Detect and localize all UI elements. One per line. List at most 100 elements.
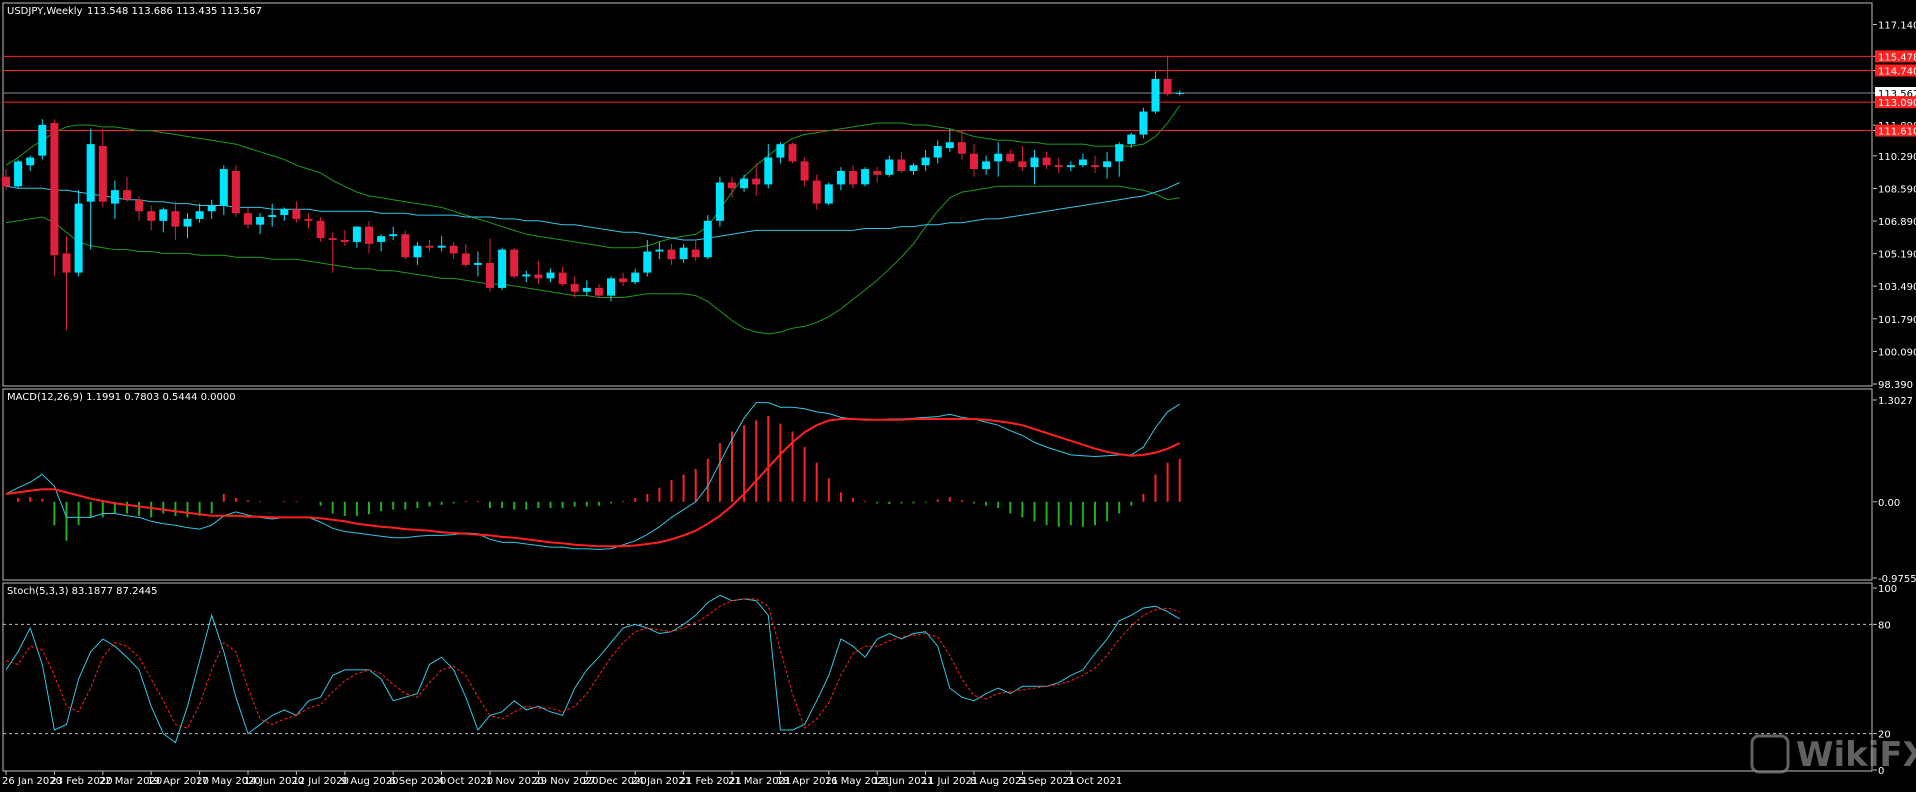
candle-body — [413, 245, 422, 258]
candle — [873, 167, 882, 183]
candle — [921, 149, 930, 171]
candle-body — [98, 146, 107, 202]
macd-signal-line — [5, 418, 1181, 548]
date-axis-label: 8 Aug 2021 — [970, 776, 1028, 787]
candle — [377, 234, 386, 252]
candle-body — [909, 165, 918, 171]
candle — [461, 243, 470, 267]
candle-body — [607, 278, 615, 296]
stoch-axis-label: 0 — [1878, 766, 1884, 777]
candle-body — [207, 205, 216, 212]
candle — [631, 268, 640, 285]
candle-body — [1018, 161, 1027, 168]
candle — [1151, 71, 1160, 114]
candle — [824, 182, 833, 206]
candle-body — [1103, 161, 1112, 168]
candle-body — [1066, 165, 1075, 168]
candle — [764, 144, 773, 189]
candle — [352, 226, 361, 248]
candle — [776, 142, 785, 164]
date-axis-label: 17 May 2020 — [196, 776, 261, 787]
candle — [1030, 149, 1039, 185]
candle-body — [498, 249, 507, 288]
candle — [401, 230, 410, 260]
candle-body — [824, 184, 833, 204]
macd-panel-frame — [2, 388, 1873, 581]
date-axis-label: 23 Feb 2020 — [50, 776, 112, 787]
candle-body — [1127, 134, 1136, 145]
candle-body — [945, 142, 954, 148]
candle — [219, 165, 228, 216]
price-axis-label: 103.490 — [1878, 282, 1916, 293]
candle-body — [50, 123, 59, 256]
candle — [752, 163, 761, 196]
candle-body — [643, 251, 652, 273]
candle-body — [715, 182, 724, 221]
candle — [1066, 161, 1075, 171]
candle — [328, 232, 337, 273]
candle — [812, 174, 821, 210]
candle-body — [631, 272, 640, 283]
candle-body — [401, 234, 410, 258]
candle-body — [195, 211, 204, 219]
candle-body — [292, 209, 301, 219]
stoch-axis-label: 80 — [1878, 620, 1891, 631]
date-axis-label: 6 Sep 2020 — [389, 776, 446, 787]
candle-body — [546, 272, 555, 279]
candle-body — [62, 253, 71, 273]
date-axis-label: 24 Jan 2021 — [631, 776, 691, 787]
candle-body — [268, 215, 277, 217]
date-axis-label: 9 Aug 2020 — [341, 776, 399, 787]
candle — [62, 236, 71, 331]
candle-body — [957, 142, 966, 154]
macd-axis: 1.3027 0.00 -0.9755 — [1873, 396, 1916, 585]
candle-body — [921, 157, 930, 166]
candle — [50, 119, 59, 277]
candle — [437, 236, 446, 252]
candle-body — [340, 240, 349, 242]
level-price-tag — [1875, 50, 1916, 63]
stoch-panel-frame — [2, 582, 1873, 772]
candle-body — [1054, 165, 1063, 168]
candle — [292, 201, 301, 223]
price-axis-label: 98.390 — [1878, 380, 1913, 391]
candle — [970, 144, 978, 177]
candle-body — [14, 161, 23, 187]
candle-body — [1091, 165, 1099, 168]
candle-body — [800, 161, 809, 181]
candle — [413, 241, 422, 265]
stoch-main-line — [5, 594, 1180, 744]
candle-body — [461, 253, 470, 265]
candle-body — [1139, 111, 1148, 135]
candle — [594, 284, 603, 298]
candle — [26, 155, 35, 171]
candle-body — [897, 159, 906, 171]
candle — [340, 230, 349, 246]
candle — [1054, 157, 1063, 173]
price-panel-frame — [2, 2, 1873, 387]
candle-body — [703, 220, 712, 258]
price-axis-label: 113.567 — [1878, 89, 1916, 100]
candle — [486, 238, 494, 292]
candle — [800, 157, 809, 187]
candle-body — [534, 274, 543, 279]
candle-body — [776, 144, 785, 158]
date-axis-label: 27 Dec 2020 — [583, 776, 647, 787]
stoch-title: Stoch(5,3,3) 83.1877 87.2445 — [7, 586, 158, 597]
candle — [1163, 55, 1172, 97]
candle — [280, 207, 289, 221]
candle — [1139, 107, 1148, 139]
candle-body — [836, 170, 845, 185]
candle — [788, 142, 797, 164]
candle-body — [123, 190, 131, 200]
candle-body — [849, 170, 857, 185]
candle — [425, 240, 434, 252]
candle-body — [1042, 157, 1051, 166]
candle — [982, 155, 991, 175]
candle-body — [328, 238, 337, 241]
macd-axis-label: 0.00 — [1878, 498, 1900, 509]
candle — [1018, 146, 1027, 171]
stochastic-indicator — [3, 594, 1873, 744]
bollinger-bands — [5, 105, 1181, 335]
